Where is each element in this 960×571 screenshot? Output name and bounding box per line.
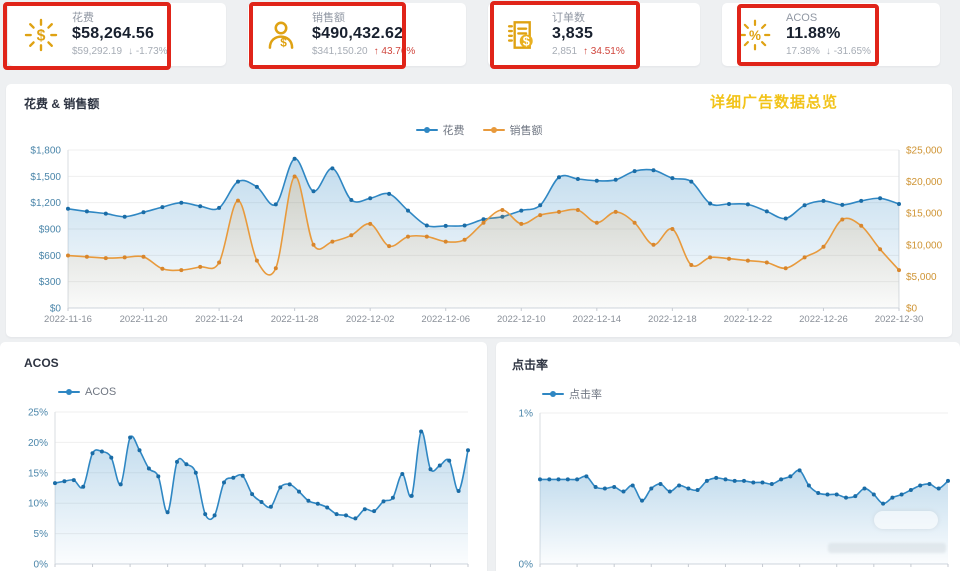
kpi-card-orders: $ 订单数 3,835 2,851 ↑ 34.51% — [488, 3, 700, 66]
svg-text:5%: 5% — [34, 529, 49, 540]
svg-text:$: $ — [523, 34, 530, 48]
kpi-delta: ↑ 43.76% — [373, 45, 416, 57]
svg-text:2022-12-22: 2022-12-22 — [724, 314, 773, 325]
legend-ctr: 点击率 — [542, 386, 602, 402]
svg-text:2022-11-16: 2022-11-16 — [44, 314, 92, 325]
svg-text:2022-12-02: 2022-12-02 — [346, 314, 395, 325]
kpi-value: $490,432.62 — [312, 25, 404, 43]
kpi-subline: $341,150.20 ↑ 43.76% — [312, 45, 416, 57]
acos-chart-panel: ACOS ACOS 25% 20% 15% 10% 5% 0% — [0, 342, 487, 571]
legend-item-ctr[interactable]: 点击率 — [542, 386, 602, 402]
svg-text:15%: 15% — [28, 468, 48, 479]
svg-text:$1,500: $1,500 — [30, 172, 61, 183]
kpi-label: ACOS — [786, 11, 818, 24]
legend-main: 花费 销售额 — [6, 122, 952, 138]
svg-text:0%: 0% — [34, 560, 49, 571]
kpi-value: $58,264.56 — [72, 25, 155, 43]
watermark-badge — [874, 511, 938, 529]
svg-text:%: % — [749, 27, 761, 42]
ctr-chart[interactable]: 1% 0% — [496, 342, 960, 571]
kpi-label: 花费 — [72, 11, 94, 24]
svg-text:2022-12-06: 2022-12-06 — [421, 314, 470, 325]
svg-text:$300: $300 — [39, 277, 62, 288]
svg-text:$20,000: $20,000 — [906, 177, 943, 188]
kpi-value: 11.88% — [786, 25, 841, 43]
kpi-card-sales: $ 销售额 $490,432.62 $341,150.20 ↑ 43.76% — [248, 3, 466, 66]
acos-sunburst-icon: % — [739, 19, 771, 50]
chart-title-spend-sales: 花费 & 销售额 — [24, 97, 100, 111]
spend-sunburst-icon: $ — [24, 18, 58, 51]
legend-marker-spend — [415, 125, 438, 135]
kpi-delta: ↓ -1.73% — [128, 45, 168, 57]
svg-text:2022-12-18: 2022-12-18 — [648, 314, 697, 325]
svg-text:$1,200: $1,200 — [30, 198, 61, 209]
svg-text:$5,000: $5,000 — [906, 272, 937, 283]
svg-text:2022-11-28: 2022-11-28 — [271, 314, 319, 325]
svg-text:0%: 0% — [519, 560, 534, 571]
ctr-chart-panel: 点击率 点击率 1% 0% — [496, 342, 960, 571]
kpi-label: 订单数 — [552, 11, 585, 24]
kpi-subline: 2,851 ↑ 34.51% — [552, 45, 625, 57]
svg-text:2022-12-30: 2022-12-30 — [875, 314, 924, 325]
chart-title-ctr: 点击率 — [512, 358, 549, 372]
order-receipt-icon: $ — [507, 20, 533, 49]
svg-text:$15,000: $15,000 — [906, 209, 943, 220]
legend-item-acos[interactable]: ACOS — [58, 386, 116, 398]
svg-text:2022-11-24: 2022-11-24 — [195, 314, 243, 325]
svg-text:2022-12-10: 2022-12-10 — [497, 314, 546, 325]
acos-chart[interactable]: 25% 20% 15% 10% 5% 0% — [0, 342, 487, 571]
svg-text:$: $ — [37, 27, 46, 44]
svg-text:$0: $0 — [906, 304, 918, 315]
kpi-card-spend: $ 花费 $58,264.56 $59,292.19 ↓ -1.73% — [8, 3, 226, 66]
kpi-card-acos: % ACOS 11.88% 17.38% ↓ -31.65% — [722, 3, 940, 66]
svg-text:25%: 25% — [28, 408, 48, 419]
legend-item-spend[interactable]: 花费 — [415, 122, 465, 138]
svg-text:$900: $900 — [39, 225, 62, 236]
svg-text:$25,000: $25,000 — [906, 146, 943, 157]
legend-marker-acos — [58, 387, 80, 397]
overlay-title: 详细广告数据总览 — [710, 94, 839, 111]
chart-title-acos: ACOS — [24, 356, 59, 370]
svg-text:$10,000: $10,000 — [906, 240, 943, 251]
kpi-subline: 17.38% ↓ -31.65% — [786, 45, 871, 57]
kpi-delta: ↑ 34.51% — [583, 45, 625, 57]
kpi-value: 3,835 — [552, 25, 594, 43]
kpi-label: 销售额 — [312, 11, 345, 24]
legend-acos: ACOS — [58, 386, 116, 398]
spend-sales-chart[interactable]: $1,800 $1,500 $1,200 $900 $600 $300 $0 $25,000 $… — [6, 84, 952, 337]
kpi-delta: ↓ -31.65% — [825, 45, 871, 57]
svg-text:2022-12-26: 2022-12-26 — [799, 314, 848, 325]
legend-marker-sales — [482, 125, 505, 135]
svg-text:$600: $600 — [39, 251, 62, 262]
svg-text:20%: 20% — [28, 438, 48, 449]
svg-text:1%: 1% — [519, 409, 534, 420]
kpi-subline: $59,292.19 ↓ -1.73% — [72, 45, 168, 57]
legend-marker-ctr — [542, 389, 564, 399]
legend-item-sales[interactable]: 销售额 — [482, 122, 543, 138]
spend-sales-chart-panel: 花费 & 销售额 详细广告数据总览 花费 销售额 $1,800 $1,500 $1,… — [6, 84, 952, 337]
svg-text:2022-11-20: 2022-11-20 — [120, 314, 168, 325]
svg-text:$0: $0 — [50, 304, 62, 315]
svg-text:$1,800: $1,800 — [30, 146, 61, 157]
svg-text:$: $ — [280, 35, 287, 49]
customer-dollar-icon: $ — [268, 21, 294, 49]
watermark-text-blur — [828, 543, 946, 553]
svg-text:10%: 10% — [28, 499, 48, 510]
svg-text:2022-12-14: 2022-12-14 — [573, 314, 622, 325]
